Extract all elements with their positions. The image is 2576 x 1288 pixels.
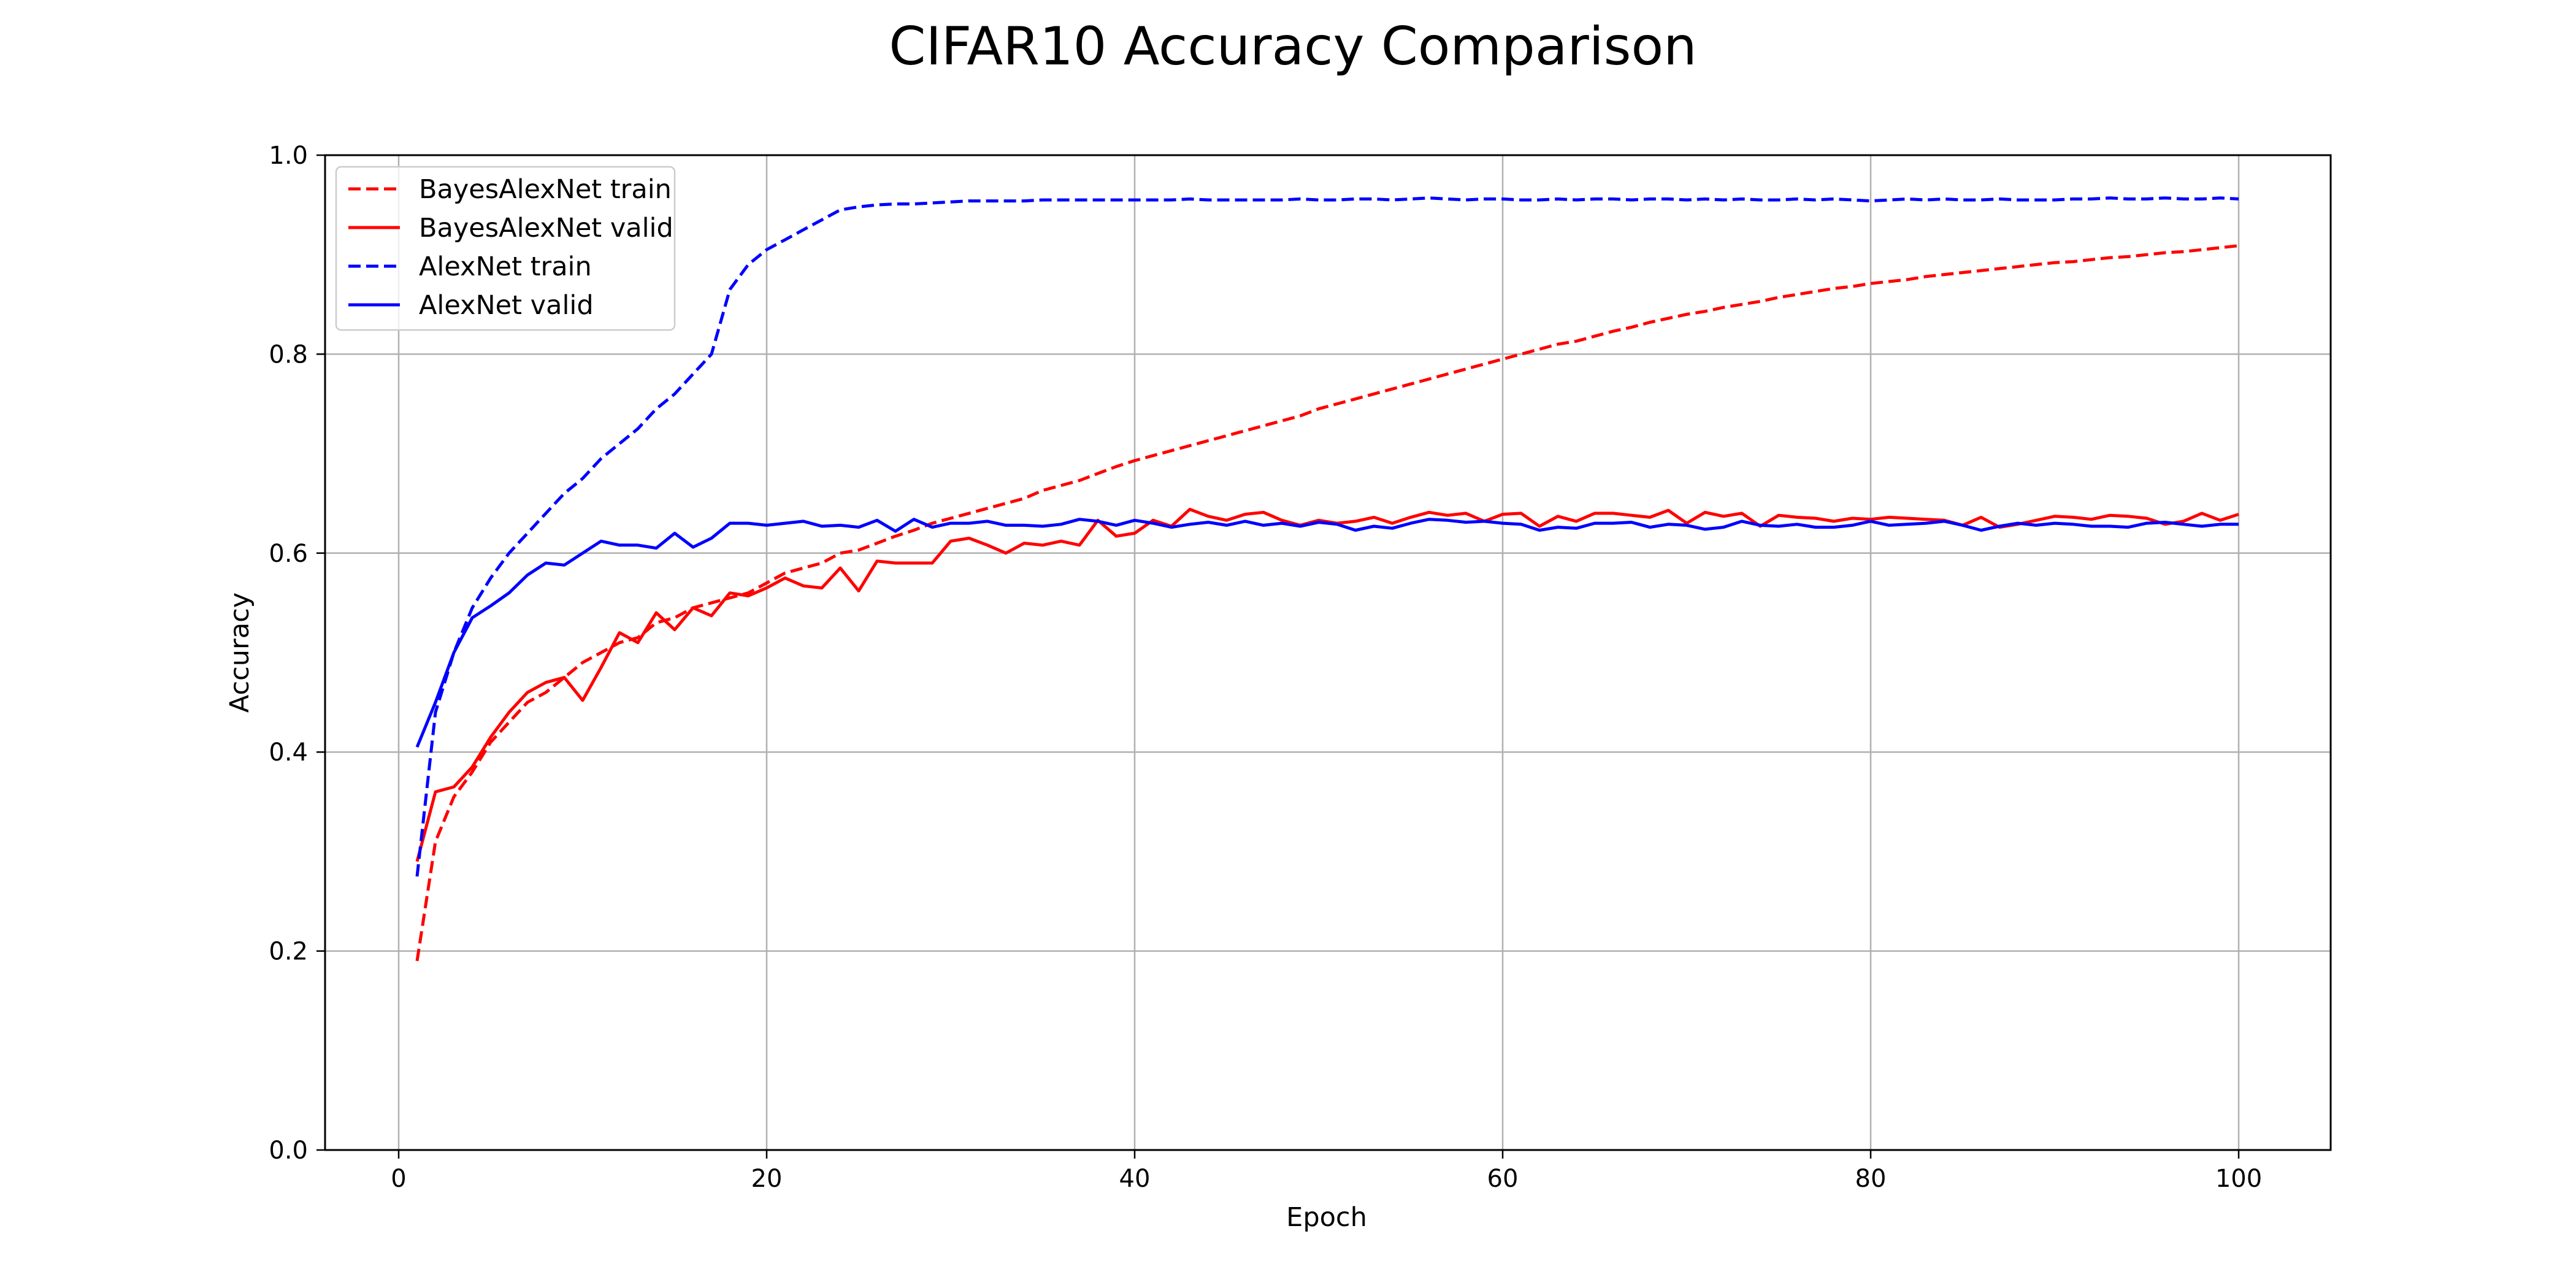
x-tick-label: 80 (1855, 1165, 1887, 1193)
legend: BayesAlexNet train BayesAlexNet valid Alex… (335, 166, 676, 331)
legend-box (335, 166, 676, 331)
y-axis-label: Accuracy (224, 592, 255, 713)
y-tick-label: 0.4 (269, 738, 308, 767)
legend-label: BayesAlexNet valid (419, 213, 673, 243)
series-line-bayesalexnet-train (415, 244, 2239, 962)
plot-lines (415, 196, 2239, 962)
series-line-alexnet-train (415, 196, 2239, 877)
x-tick-label: 20 (751, 1165, 783, 1193)
x-tick-label: 100 (2215, 1165, 2262, 1193)
legend-label: AlexNet valid (419, 290, 594, 321)
series-line-alexnet-valid (415, 518, 2239, 748)
y-axis-ticks: 0.0 0.2 0.4 0.6 0.8 1.0 (269, 142, 325, 1165)
legend-label: AlexNet train (419, 251, 592, 282)
x-tick-label: 40 (1119, 1165, 1151, 1193)
legend-label: BayesAlexNet train (419, 174, 672, 205)
x-tick-label: 0 (391, 1165, 406, 1193)
y-tick-label: 0.6 (269, 540, 308, 568)
y-tick-label: 0.8 (269, 340, 308, 369)
x-axis-label: Epoch (1286, 1202, 1367, 1233)
chart-title: CIFAR10 Accuracy Comparison (889, 16, 1696, 77)
x-tick-label: 60 (1487, 1165, 1519, 1193)
y-tick-label: 0.2 (269, 938, 308, 966)
y-tick-label: 1.0 (269, 142, 308, 170)
plot-area-frame (324, 154, 2332, 1151)
y-tick-label: 0.0 (269, 1137, 308, 1165)
x-axis-ticks: 0 20 40 60 80 100 (391, 1150, 2262, 1193)
